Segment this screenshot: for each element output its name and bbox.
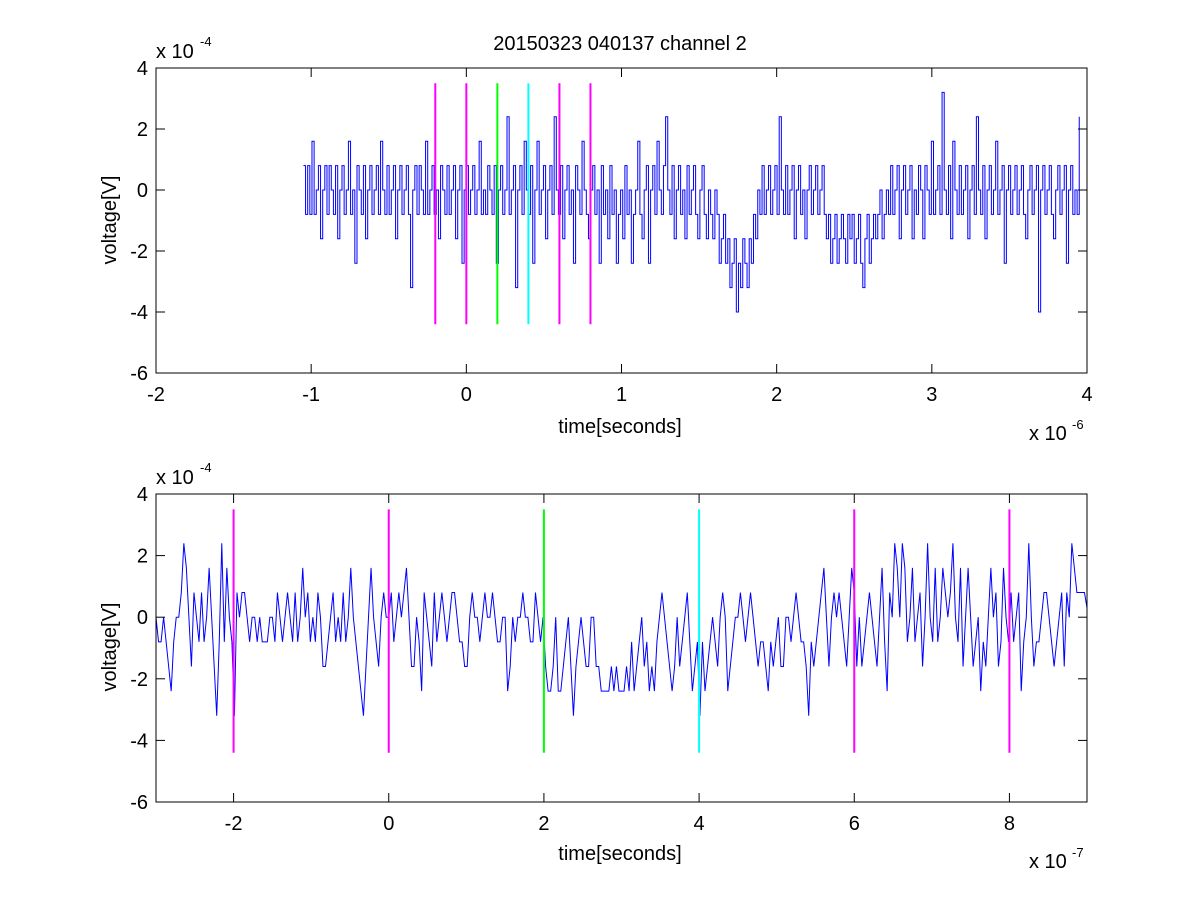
bottom-plot-markers xyxy=(232,509,1011,753)
top-plot-y-exponent-power: -4 xyxy=(200,34,212,49)
top-plot: -2 -1 0 1 2 3 4 -6 -4 -2 0 2 4 voltage[V] time[secon… xyxy=(99,34,1093,445)
bottom-xtick-label: 4 xyxy=(694,813,705,835)
top-ytick-label: -6 xyxy=(130,363,148,385)
bottom-xtick-label: 6 xyxy=(849,813,860,835)
top-ytick-label: 2 xyxy=(137,119,148,141)
bottom-plot-xlabel: time[seconds] xyxy=(558,843,681,865)
bottom-plot-x-exponent-base: x 10 xyxy=(1029,851,1067,873)
bottom-ytick-label: -4 xyxy=(130,730,148,752)
top-xtick-label: 0 xyxy=(461,384,472,406)
top-plot-markers xyxy=(434,83,592,325)
top-plot-traces xyxy=(303,91,1080,313)
bottom-plot-ticks: -2 0 2 4 6 8 -6 -4 -2 0 2 4 xyxy=(130,484,1087,835)
top-plot-ticks: -2 -1 0 1 2 3 4 -6 -4 -2 0 2 4 xyxy=(130,58,1092,406)
bottom-plot-x-exponent-power: -7 xyxy=(1072,845,1084,860)
top-xtick-label: 2 xyxy=(771,384,782,406)
bottom-xtick-label: 8 xyxy=(1004,813,1015,835)
top-ytick-label: -2 xyxy=(130,241,148,263)
top-series-line xyxy=(303,91,1080,313)
bottom-plot-y-exponent-power: -4 xyxy=(200,460,212,475)
bottom-plot-y-exponent-base: x 10 xyxy=(156,467,194,489)
top-ytick-label: -4 xyxy=(130,302,148,324)
top-plot-x-exponent-base: x 10 xyxy=(1029,423,1067,445)
bottom-plot-frame xyxy=(155,493,1088,803)
bottom-ytick-label: 2 xyxy=(137,546,148,568)
top-xtick-label: 1 xyxy=(616,384,627,406)
top-xtick-label: 4 xyxy=(1081,384,1092,406)
top-plot-x-exponent-power: -6 xyxy=(1072,417,1084,432)
bottom-ytick-label: 0 xyxy=(137,607,148,629)
top-plot-y-exponent: x 10 -4 xyxy=(156,34,212,63)
bottom-xtick-label: 2 xyxy=(538,813,549,835)
top-plot-ylabel: voltage[V] xyxy=(99,176,121,265)
top-ytick-label: 4 xyxy=(137,58,148,80)
bottom-xtick-label: 0 xyxy=(383,813,394,835)
bottom-xtick-label: -2 xyxy=(225,813,243,835)
bottom-plot-x-exponent: x 10 -7 xyxy=(1029,845,1084,873)
bottom-plot: -2 0 2 4 6 8 -6 -4 -2 0 2 4 voltage[V] time[seconds… xyxy=(99,460,1088,873)
figure-title: 20150323 040137 channel 2 xyxy=(493,33,747,55)
bottom-plot-y-exponent: x 10 -4 xyxy=(156,460,212,489)
top-ytick-label: 0 xyxy=(137,180,148,202)
top-xtick-label: -2 xyxy=(147,384,165,406)
bottom-ytick-label: -6 xyxy=(130,792,148,814)
bottom-plot-ylabel: voltage[V] xyxy=(99,603,121,692)
top-plot-xlabel: time[seconds] xyxy=(558,416,681,438)
top-xtick-label: 3 xyxy=(926,384,937,406)
top-xtick-label: -1 xyxy=(302,384,320,406)
top-plot-x-exponent: x 10 -6 xyxy=(1029,417,1084,445)
top-plot-y-exponent-base: x 10 xyxy=(156,41,194,63)
bottom-ytick-label: -2 xyxy=(130,669,148,691)
bottom-series-line xyxy=(155,543,1088,716)
bottom-plot-traces xyxy=(155,543,1088,716)
bottom-ytick-label: 4 xyxy=(137,484,148,506)
